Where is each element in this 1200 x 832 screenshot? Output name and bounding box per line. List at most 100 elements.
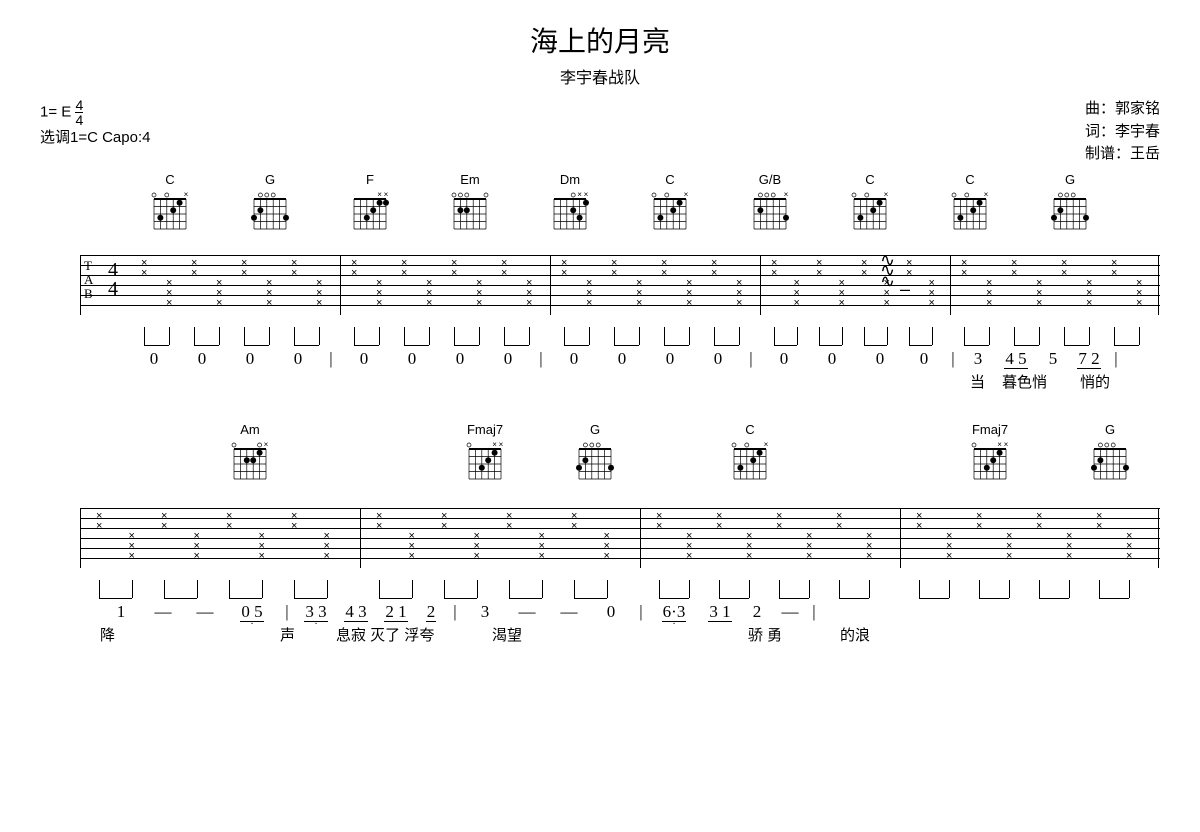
jianpu-note: 3 3· — [296, 602, 336, 622]
jianpu-note: — — [142, 602, 184, 622]
key-signature: 1= E 44 — [40, 98, 150, 127]
chord-diagram-svg: × — [746, 189, 794, 233]
chord-diagram-svg: × — [946, 189, 994, 233]
chord-diagram-svg — [1046, 189, 1094, 233]
jianpu-note: | — [1110, 349, 1122, 369]
chord-name: F — [366, 172, 374, 187]
svg-text:×: × — [577, 190, 582, 199]
chord-C: C× — [700, 422, 800, 483]
jianpu-note: 0 — [388, 349, 436, 369]
chord-F: F×× — [320, 172, 420, 233]
chord-C: C× — [820, 172, 920, 233]
svg-text:×: × — [984, 190, 989, 199]
chord-G: G — [1060, 422, 1160, 483]
lyric-syllable: 声 — [280, 624, 336, 645]
chord-Fmaj7: Fmaj7×× — [940, 422, 1040, 483]
jianpu-note: — — [506, 602, 548, 622]
lyric-syllable — [556, 624, 748, 645]
svg-text:×: × — [764, 440, 769, 449]
jianpu-note: 0 — [340, 349, 388, 369]
jianpu-note: 7 2 — [1068, 349, 1110, 369]
meta-right: 曲：郭家铭 词：李宇春 制谱：王岳 — [1085, 98, 1160, 166]
chord-diagram-svg: × — [846, 189, 894, 233]
chord-name: C — [865, 172, 874, 187]
lyric-syllable: 息寂 灭了 浮夸 — [336, 624, 492, 645]
jianpu-note: 0 — [694, 349, 742, 369]
jianpu-note: 3 — [464, 602, 506, 622]
chord-C: C× — [120, 172, 220, 233]
jianpu-note: 0 — [760, 349, 808, 369]
jianpu-note: 0 — [550, 349, 598, 369]
jianpu-note: 5 — [1038, 349, 1068, 369]
chord-C: C× — [620, 172, 720, 233]
jianpu-note: 1 — [100, 602, 142, 622]
svg-text:×: × — [499, 440, 504, 449]
svg-text:×: × — [184, 190, 189, 199]
chord-name: G — [1065, 172, 1075, 187]
chord-diagram-svg: ×× — [966, 439, 1014, 483]
meta-left: 1= E 44 选调1=C Capo:4 — [40, 98, 150, 166]
chord-diagram-svg: × — [226, 439, 274, 483]
jianpu-note: 0 — [646, 349, 694, 369]
chord-G-B: G/B× — [720, 172, 820, 233]
jianpu-note: | — [808, 602, 820, 622]
svg-text:×: × — [884, 190, 889, 199]
system-2: Am×Fmaj7××GC×Fmaj7××G ××××××××××××××××××… — [40, 422, 1160, 645]
chord-name: Fmaj7 — [467, 422, 503, 437]
jianpu-note: | — [742, 349, 760, 369]
jianpu-note: 0 5· — [226, 602, 278, 622]
svg-text:×: × — [584, 190, 589, 199]
chord-diagram-svg — [571, 439, 619, 483]
chord-diagram-svg: ×× — [546, 189, 594, 233]
chord-name: C — [965, 172, 974, 187]
jianpu-row-1: 0000|0000|0000|0000|34 557 2| — [40, 349, 1160, 369]
chord-row-2: Am×Fmaj7××GC×Fmaj7××G — [40, 422, 1160, 486]
meta-row: 1= E 44 选调1=C Capo:4 曲：郭家铭 词：李宇春 制谱：王岳 — [40, 98, 1160, 166]
chord-name: G — [265, 172, 275, 187]
lyric-syllable: 渴望 — [492, 624, 556, 645]
jianpu-note: 0 — [484, 349, 532, 369]
transcriber: 制谱：王岳 — [1085, 143, 1160, 166]
jianpu-note: 0 — [856, 349, 904, 369]
chord-G: G — [545, 422, 645, 483]
jianpu-note: 0 — [808, 349, 856, 369]
lyric-row-2: 降声息寂 灭了 浮夸渴望骄 勇的浪 — [40, 624, 1160, 645]
chord-C: C× — [920, 172, 1020, 233]
svg-text:×: × — [377, 190, 382, 199]
jianpu-note: 3 — [962, 349, 994, 369]
song-title: 海上的月亮 — [40, 20, 1160, 60]
lyric-syllable: 暮色悄 — [1002, 371, 1080, 392]
rhythm-marks-2: ××××××××××××××××××××××××××××××××××××××××… — [40, 506, 1160, 582]
lyric-syllable: 悄的 — [1080, 371, 1140, 392]
svg-text:×: × — [384, 190, 389, 199]
jianpu-note: — — [772, 602, 808, 622]
composer: 曲：郭家铭 — [1085, 98, 1160, 121]
svg-text:×: × — [784, 190, 789, 199]
chord-diagram-svg — [446, 189, 494, 233]
jianpu-note: 0 — [130, 349, 178, 369]
rhythm-marks-1: ××××××××××××××××××××××××××××××××××××××××… — [40, 253, 1160, 329]
lyric-row-1: 当暮色悄悄的 — [40, 371, 1160, 392]
lyric-syllable: 当 — [970, 371, 1002, 392]
chord-Am: Am× — [200, 422, 300, 483]
chord-diagram-svg: ×× — [461, 439, 509, 483]
svg-text:×: × — [492, 440, 497, 449]
chord-diagram-svg: × — [646, 189, 694, 233]
lyric-syllable: 骄 勇 — [748, 624, 840, 645]
jianpu-note: 0 — [178, 349, 226, 369]
jianpu-note: | — [322, 349, 340, 369]
tab-staff-2: ××××××××××××××××××××××××××××××××××××××××… — [40, 488, 1160, 598]
tab-staff-1: TAB 44 ×××××××××××××××××××××××××××××××××… — [40, 235, 1160, 345]
chord-name: C — [665, 172, 674, 187]
jianpu-row-2: 1——0 5·|3 3·4 32 12|3——0|6·3·3 12—| — [40, 602, 1160, 622]
jianpu-note: 0 — [590, 602, 632, 622]
jianpu-note: | — [446, 602, 464, 622]
jianpu-note: | — [944, 349, 962, 369]
jianpu-note: 4 3 — [336, 602, 376, 622]
lyric-syllable — [130, 371, 970, 392]
chord-name: C — [165, 172, 174, 187]
chord-G: G — [220, 172, 320, 233]
chord-name: Em — [460, 172, 480, 187]
chord-name: G/B — [759, 172, 781, 187]
lyricist: 词：李宇春 — [1085, 121, 1160, 144]
